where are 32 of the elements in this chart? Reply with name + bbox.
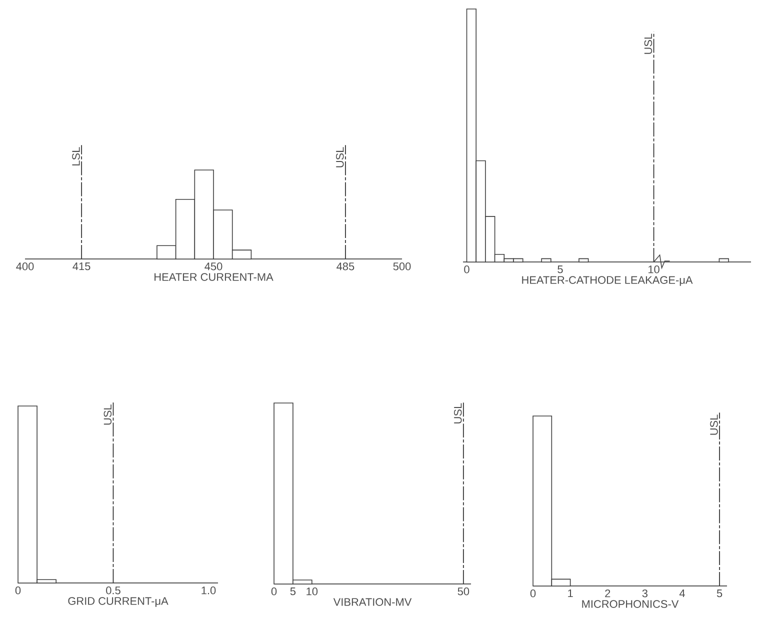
x-tick-label: 0 — [464, 266, 470, 274]
x-tick-label: 5 — [716, 590, 722, 598]
x-axis-title: VIBRATION-MV — [333, 598, 412, 606]
ref-line-label: USL — [710, 414, 718, 435]
x-tick-label: 1 — [568, 590, 573, 598]
x-tick-label: 50 — [458, 588, 470, 596]
x-tick-label: 0 — [271, 588, 277, 596]
ref-line-label: USL — [644, 34, 652, 54]
x-tick-label: 450 — [204, 262, 222, 270]
ref-line-label: LSL — [72, 147, 80, 166]
x-axis-title: HEATER CURRENT-MA — [154, 273, 274, 281]
ref-line-label: USL — [454, 403, 462, 424]
x-tick-label: 0.5 — [106, 586, 120, 594]
x-tick-label: 485 — [336, 262, 354, 270]
x-tick-label: 2 — [605, 590, 610, 598]
x-tick-label: 4 — [679, 590, 685, 598]
x-tick-label: 5 — [558, 266, 563, 274]
x-tick-label: 1.0 — [202, 586, 216, 594]
x-tick-label: 3 — [642, 590, 648, 598]
x-axis-title: MICROPHONICS-V — [582, 600, 679, 608]
ref-line-label: USL — [336, 147, 344, 168]
x-tick-label: 5 — [290, 588, 296, 596]
x-tick-label: 10 — [306, 588, 318, 596]
x-tick-label: 0 — [530, 590, 536, 598]
x-tick-label: 400 — [16, 262, 34, 270]
x-axis-title: GRID CURRENT-μA — [68, 597, 168, 607]
x-axis-title: HEATER-CATHODE LEAKAGE-μA — [522, 276, 693, 286]
x-tick-label: 500 — [393, 262, 411, 270]
ref-line-label: USL — [104, 404, 112, 425]
x-tick-label: 10 — [648, 266, 660, 274]
x-tick-label: 415 — [72, 262, 90, 270]
x-tick-label: 0 — [15, 586, 21, 594]
